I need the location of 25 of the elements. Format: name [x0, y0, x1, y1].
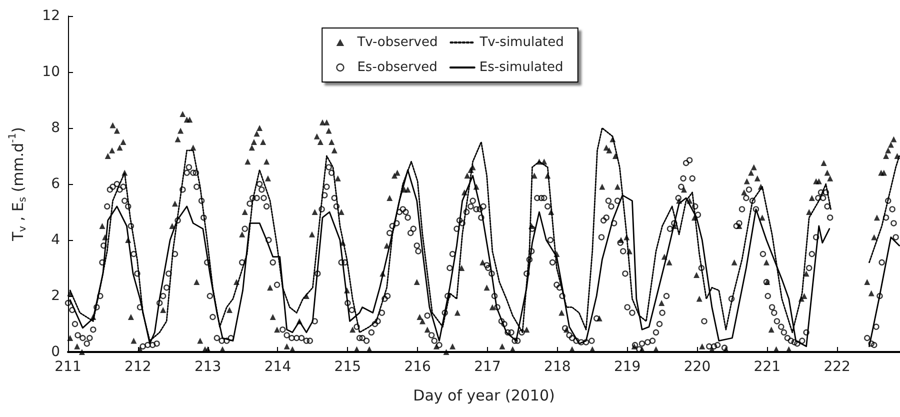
x-tick-label: 213	[194, 359, 222, 375]
x-tick-label: 217	[474, 359, 501, 375]
legend-label: Es-observed	[357, 60, 438, 75]
x-tick-label: 220	[684, 359, 711, 375]
y-tick-label: 4	[51, 232, 60, 248]
y-tick-label: 10	[42, 64, 60, 80]
x-tick-label: 211	[54, 359, 82, 375]
y-tick-label: 12	[42, 8, 60, 24]
legend-label: Es-simulated	[479, 60, 564, 75]
y-tick-label: 6	[51, 176, 60, 192]
x-tick-label: 216	[404, 359, 432, 375]
x-tick-label: 214	[264, 359, 292, 375]
legend-label: Tv-observed	[356, 35, 438, 50]
y-tick-label: 2	[51, 288, 60, 304]
x-tick-label: 212	[124, 359, 152, 375]
x-axis-title: Day of year (2010)	[413, 386, 555, 404]
x-tick-label: 215	[334, 359, 362, 375]
y-tick-label: 0	[51, 344, 60, 360]
x-tick-label: 221	[754, 359, 781, 375]
y-axis-title: Tv , Es (mm.d-1)	[8, 126, 28, 242]
x-tick-label: 222	[824, 359, 850, 375]
x-tick-label: 219	[614, 359, 641, 375]
y-tick-label: 8	[51, 120, 60, 136]
legend-label: Tv-simulated	[478, 35, 564, 50]
x-tick-label: 218	[544, 359, 571, 375]
